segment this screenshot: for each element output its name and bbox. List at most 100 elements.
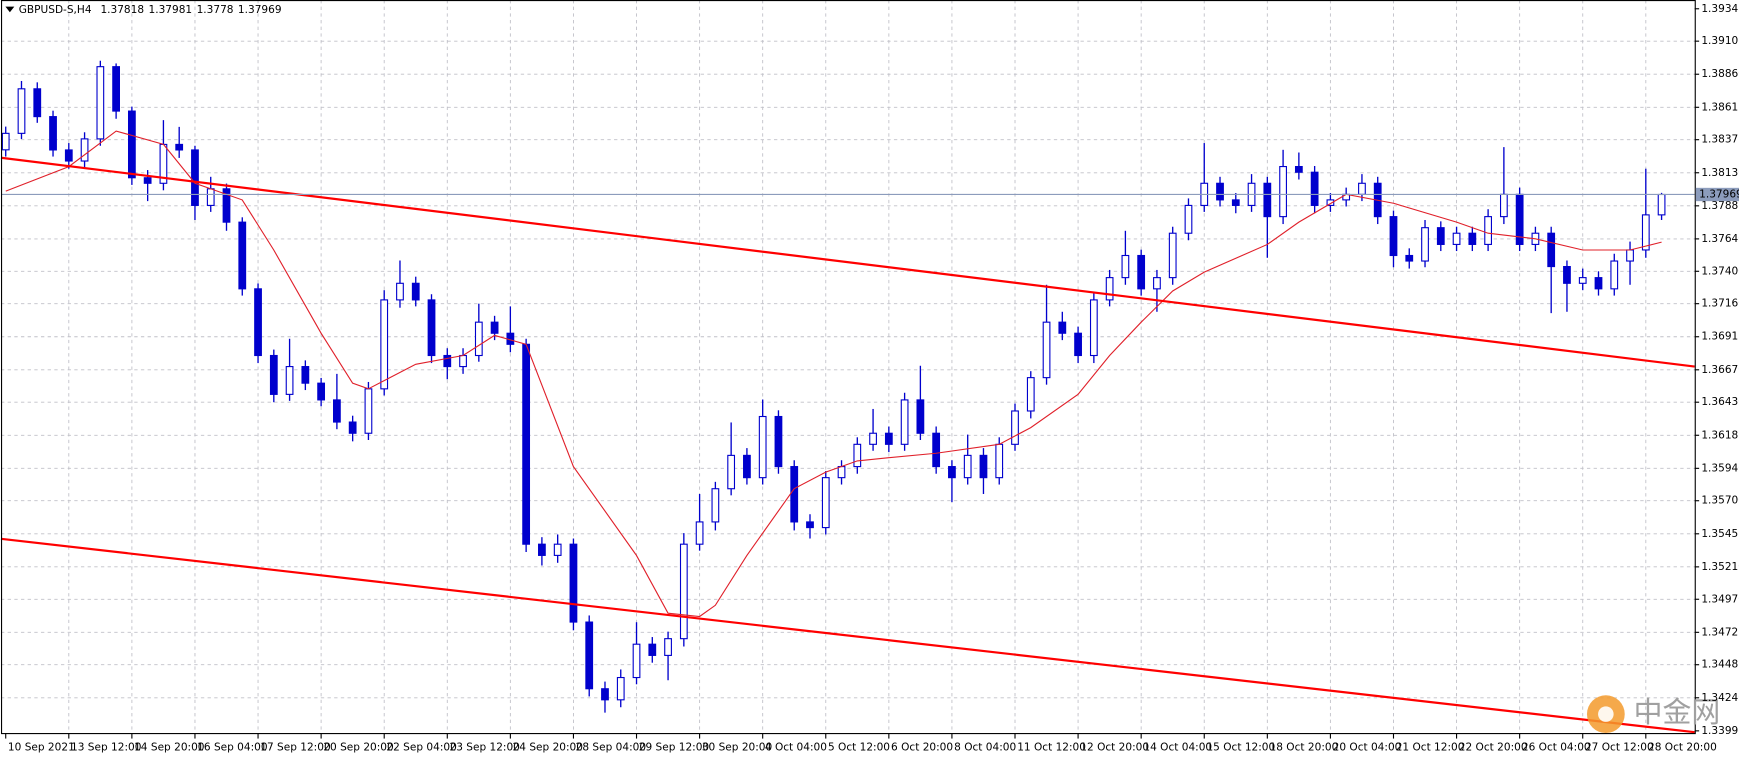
candle-body [569, 543, 578, 623]
candle-body [916, 399, 925, 434]
y-tick-label: 1.39105 [1701, 35, 1739, 47]
candle-body [1657, 193, 1666, 216]
candle-body [632, 643, 641, 679]
candle-body [333, 399, 341, 423]
candle-body [112, 66, 120, 112]
candle-body [1058, 321, 1067, 334]
candle-body [995, 443, 1004, 479]
candle-body [1042, 321, 1051, 379]
x-tick-label: 17 Sep 12:00 [260, 741, 331, 753]
candle-body [664, 638, 672, 656]
candle-body [49, 116, 57, 151]
x-tick-label: 14 Oct 04:00 [1143, 741, 1212, 753]
candle-body [616, 676, 625, 701]
candle-body [33, 88, 42, 118]
x-tick-label: 16 Sep 04:00 [197, 741, 268, 753]
candle-body [222, 188, 231, 223]
candle-body [522, 343, 531, 545]
x-tick-label: 11 Oct 12:00 [1017, 741, 1086, 753]
candle-body [1389, 216, 1398, 257]
x-tick-label: 12 Oct 20:00 [1080, 741, 1149, 753]
x-tick-label: 27 Oct 12:00 [1585, 741, 1654, 753]
candle-body [1326, 199, 1335, 206]
y-tick-label: 1.38375 [1701, 134, 1739, 146]
y-tick-label: 1.34240 [1701, 692, 1739, 704]
y-tick-label: 1.36430 [1701, 396, 1739, 408]
candle-body [758, 415, 767, 479]
y-tick-label: 1.35455 [1701, 528, 1739, 540]
x-tick-label: 21 Oct 12:00 [1396, 741, 1465, 753]
candle-body [301, 366, 310, 384]
candle-body [1563, 266, 1571, 284]
y-tick-label: 1.33995 [1701, 725, 1739, 737]
x-tick-label: 10 Sep 2021 [8, 741, 75, 753]
x-tick-label: 4 Oct 04:00 [765, 741, 827, 753]
candle-body [853, 443, 862, 468]
candle-body [348, 421, 357, 434]
candle-body [1499, 193, 1508, 218]
y-tick-label: 1.37400 [1701, 265, 1739, 277]
candle-body [396, 282, 404, 301]
candle-body [17, 88, 26, 134]
watermark-text: 中金网 [1634, 695, 1721, 729]
plot-frame [0, 0, 1696, 735]
candle-body [143, 177, 152, 184]
candle-body [900, 399, 909, 445]
candle-body [1216, 182, 1224, 201]
candle-body [206, 188, 215, 206]
candle-body [1137, 254, 1146, 290]
candle-body [1231, 199, 1240, 206]
candle-body [1358, 182, 1366, 195]
candle-body [317, 382, 326, 401]
candle-body [1294, 165, 1303, 173]
x-tick-label: 20 Oct 04:00 [1333, 741, 1402, 753]
candle-body [175, 143, 184, 151]
x-tick-label: 30 Sep 20:00 [702, 741, 773, 753]
high: 1.37981 [149, 4, 193, 16]
y-tick-label: 1.38130 [1701, 167, 1739, 179]
y-tick-label: 1.37885 [1701, 200, 1739, 212]
x-tick-label: 13 Sep 12:00 [71, 741, 142, 753]
candle-body [1484, 216, 1492, 245]
trend-line [0, 537, 1695, 734]
y-tick-label: 1.39345 [1701, 3, 1739, 15]
candle-body [1074, 332, 1082, 357]
candle-body [1452, 232, 1461, 245]
candle-body [711, 488, 720, 523]
candle-body [474, 321, 483, 357]
candle-body [1578, 277, 1587, 284]
candle-body [1405, 254, 1414, 262]
candle-body [1153, 277, 1161, 290]
candle-body [127, 110, 136, 179]
x-tick-label: 23 Sep 12:00 [450, 741, 521, 753]
candle-body [884, 432, 893, 445]
moving-average [5, 130, 1662, 618]
y-tick-label: 1.38615 [1701, 101, 1739, 113]
candle-body [459, 354, 467, 368]
candle-body [1626, 249, 1634, 262]
candle-body [238, 221, 247, 290]
candle-body [963, 454, 972, 479]
candle-body [427, 299, 436, 357]
menu-triangle[interactable] [5, 6, 15, 13]
y-tick-label: 1.34725 [1701, 626, 1739, 638]
candle-body [648, 643, 657, 656]
candle-body [364, 388, 373, 434]
candle-body [443, 354, 452, 368]
candle-body [1263, 182, 1272, 218]
candle-body [1594, 277, 1603, 290]
x-tick-label: 18 Oct 20:00 [1270, 741, 1339, 753]
mark-layer [0, 60, 1695, 734]
candle-body [1184, 204, 1193, 234]
y-tick-label: 1.37640 [1701, 233, 1739, 245]
candle-body [1121, 254, 1130, 279]
y-tick-label: 1.37160 [1701, 298, 1739, 310]
candle-body [254, 288, 262, 357]
candle-body [774, 415, 783, 468]
y-tick-label: 1.36185 [1701, 429, 1739, 441]
chart-title: GBPUSD-S,H4 1.37818 1.37981 1.3778 1.37969 [19, 4, 282, 16]
open: 1.37818 [100, 4, 144, 16]
y-tick-label: 1.36915 [1701, 331, 1739, 343]
